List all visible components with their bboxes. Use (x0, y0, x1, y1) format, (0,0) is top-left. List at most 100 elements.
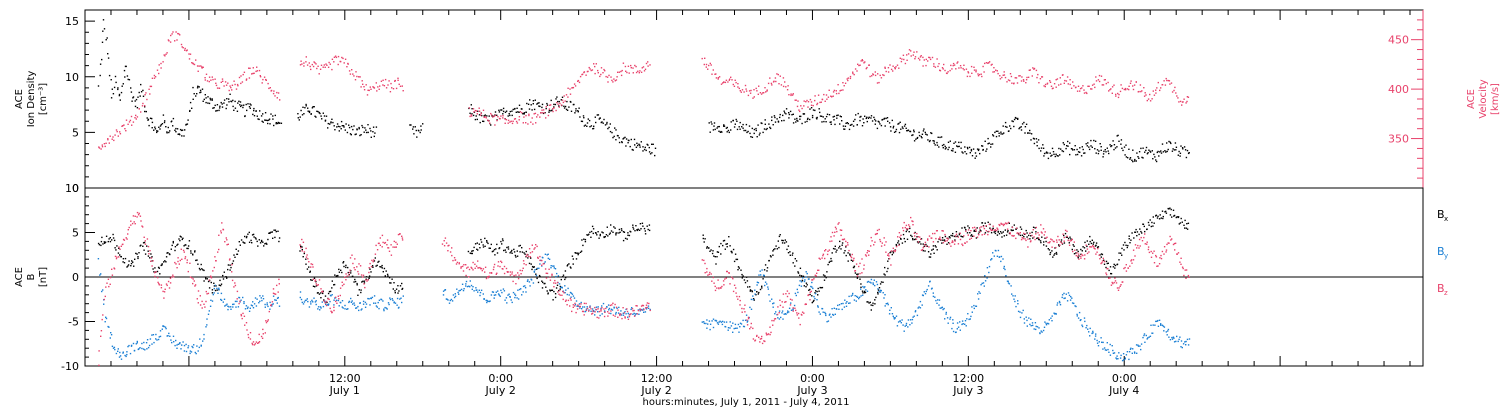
velocity-point (810, 99, 811, 100)
bz-point (894, 251, 895, 252)
bz-point (798, 317, 799, 318)
density-point (272, 115, 273, 116)
velocity-point (850, 78, 851, 79)
bz-point (265, 320, 266, 321)
bx-point (503, 250, 504, 251)
bx-point (855, 272, 856, 273)
velocity-point (315, 63, 316, 64)
bx-point (557, 285, 558, 286)
by-point (313, 298, 314, 299)
by-point (261, 297, 262, 298)
velocity-point (567, 88, 568, 89)
bz-point (472, 269, 473, 270)
density-point (1165, 151, 1166, 152)
bx-point (1084, 242, 1085, 243)
velocity-point (767, 89, 768, 90)
bz-point (604, 312, 605, 313)
bz-point (928, 246, 929, 247)
velocity-point (737, 86, 738, 87)
bz-point (347, 276, 348, 277)
density-point (506, 111, 507, 112)
bx-point (904, 238, 905, 239)
by-point (991, 258, 992, 259)
bz-point (950, 246, 951, 247)
velocity-point (989, 61, 990, 62)
density-point (246, 104, 247, 105)
density-point (212, 108, 213, 109)
bx-point (1026, 230, 1027, 231)
bx-point (942, 237, 943, 238)
bz-point (155, 271, 156, 272)
by-point (598, 306, 599, 307)
by-point (1012, 295, 1013, 296)
velocity-point (704, 64, 705, 65)
velocity-point (1078, 86, 1079, 87)
bz-point (550, 280, 551, 281)
density-point (173, 118, 174, 119)
by-point (329, 301, 330, 302)
density-point (904, 125, 905, 126)
by-point (510, 296, 511, 297)
bx-point (232, 263, 233, 264)
velocity-point (1056, 87, 1057, 88)
density-point (962, 152, 963, 153)
bz-point (343, 284, 344, 285)
by-point (512, 302, 513, 303)
by-point (938, 304, 939, 305)
by-point (279, 306, 280, 307)
by-point (1155, 321, 1156, 322)
density-point (879, 123, 880, 124)
density-point (297, 113, 298, 114)
bx-point (854, 266, 855, 267)
velocity-point (120, 133, 121, 134)
density-point (1000, 132, 1001, 133)
bx-point (880, 283, 881, 284)
by-point (486, 302, 487, 303)
by-point (804, 279, 805, 280)
velocity-point (209, 81, 210, 82)
bz-point (585, 303, 586, 304)
velocity-point (1117, 93, 1118, 94)
density-point (1021, 129, 1022, 130)
velocity-point (837, 84, 838, 85)
by-point (842, 309, 843, 310)
by-point (769, 300, 770, 301)
velocity-point (505, 123, 506, 124)
density-point (276, 123, 277, 124)
density-point (302, 114, 303, 115)
bx-point (1169, 208, 1170, 209)
velocity-point (532, 123, 533, 124)
by-point (615, 313, 616, 314)
bz-point (504, 266, 505, 267)
density-point (269, 123, 270, 124)
bx-point (508, 248, 509, 249)
by-point (550, 267, 551, 268)
velocity-point (927, 60, 928, 61)
density-point (564, 107, 565, 108)
bz-point (747, 324, 748, 325)
by-point (818, 311, 819, 312)
velocity-point (1174, 87, 1175, 88)
velocity-point (237, 85, 238, 86)
density-point (1189, 152, 1190, 153)
velocity-point (808, 101, 809, 102)
bz-point (271, 304, 272, 305)
density-point (747, 131, 748, 132)
bz-point (718, 288, 719, 289)
by-point (1117, 358, 1118, 359)
density-point (639, 146, 640, 147)
velocity-point (776, 73, 777, 74)
bx-point (167, 252, 168, 253)
bx-point (484, 238, 485, 239)
velocity-point (918, 58, 919, 59)
bz-point (643, 305, 644, 306)
by-point (515, 295, 516, 296)
density-point (174, 130, 175, 131)
bz-point (947, 240, 948, 241)
velocity-point (1107, 82, 1108, 83)
density-point (302, 107, 303, 108)
by-point (253, 307, 254, 308)
velocity-point (702, 58, 703, 59)
bx-point (314, 286, 315, 287)
density-point (551, 110, 552, 111)
